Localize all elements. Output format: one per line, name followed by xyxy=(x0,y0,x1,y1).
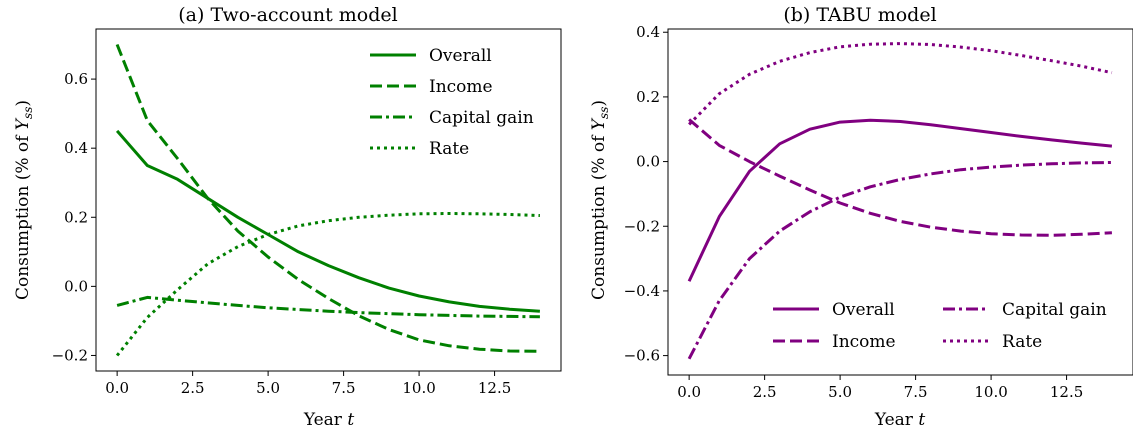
panel-a-x-tick-label: 7.5 xyxy=(332,379,356,397)
panel-b-y-tick-label: −0.6 xyxy=(624,347,660,365)
panel-a-legend: Overall Income Capital gain Rate xyxy=(370,46,534,159)
panel-a-legend-label-capital-gain: Capital gain xyxy=(429,108,534,128)
panel-b-legend-label-income: Income xyxy=(832,332,896,352)
panel-a-x-tick-label: 12.5 xyxy=(478,379,511,397)
panel-b-x-tick-label: 7.5 xyxy=(904,383,928,401)
panel-b-y-tick-label: 0.2 xyxy=(636,88,660,106)
panel-b-legend-label-rate: Rate xyxy=(1002,332,1042,352)
panel-a-legend-label-rate: Rate xyxy=(429,139,469,159)
panel-b-legend-label-capital-gain: Capital gain xyxy=(1002,300,1107,320)
panel-b-x-tick-label: 12.5 xyxy=(1050,383,1083,401)
panel-b-series-rate xyxy=(689,44,1112,125)
panel-a-x-tick-label: 10.0 xyxy=(402,379,435,397)
panel-a-x-tick-label: 0.0 xyxy=(105,379,129,397)
panel-a-y-tick-label: −0.2 xyxy=(52,346,88,364)
panel-a-y-axis-label: Consumption (% of Yss) xyxy=(13,100,35,300)
panel-b-y-tick-label: 0.0 xyxy=(636,153,660,171)
panel-b-x-tick-label: 0.0 xyxy=(677,383,701,401)
panel-a-title: (a) Two-account model xyxy=(178,4,397,26)
panel-b-legend: Overall Income Capital gain Rate xyxy=(773,300,1107,352)
panel-a-x-tick-label: 5.0 xyxy=(256,379,280,397)
panel-a-x-tick-label: 2.5 xyxy=(181,379,205,397)
panel-a-legend-label-overall: Overall xyxy=(429,46,492,66)
panel-b-y-axis-label: Consumption (% of Yss) xyxy=(589,100,611,300)
panel-a-x-axis-label: Year t xyxy=(303,410,354,430)
panel-b-x-tick-label: 5.0 xyxy=(828,383,852,401)
panel-b-x-tick-label: 10.0 xyxy=(974,383,1007,401)
panel-a-y-tick-label: 0.4 xyxy=(64,139,88,157)
panel-b-y-tick-label: −0.4 xyxy=(624,282,660,300)
panel-a-y-tick-label: 0.6 xyxy=(64,70,88,88)
panel-b-series-income xyxy=(689,120,1112,236)
panel-b-series-capital-gain xyxy=(689,163,1112,359)
panel-b-y-tick-label: −0.2 xyxy=(624,217,660,235)
panel-a-y-tick-label: 0.0 xyxy=(64,277,88,295)
panel-b-y-tick-label: 0.4 xyxy=(636,23,660,41)
panel-a-series-overall xyxy=(117,131,540,311)
panel-a-y-tick-label: 0.2 xyxy=(64,208,88,226)
panel-a-series-rate xyxy=(117,214,540,356)
panel-a-legend-label-income: Income xyxy=(429,77,493,97)
panel-b-legend-label-overall: Overall xyxy=(832,300,895,320)
panel-tabu-model: (b) TABU model 0.0 2.5 5.0 7.5 10.0 12.5 −0.6 −… xyxy=(589,4,1133,430)
panel-b-x-axis-label: Year t xyxy=(874,410,925,430)
panel-b-title: (b) TABU model xyxy=(783,4,936,26)
panel-b-x-tick-label: 2.5 xyxy=(753,383,777,401)
panel-two-account-model: (a) Two-account model 0.0 2.5 5.0 7.5 10.0 12… xyxy=(13,4,561,430)
